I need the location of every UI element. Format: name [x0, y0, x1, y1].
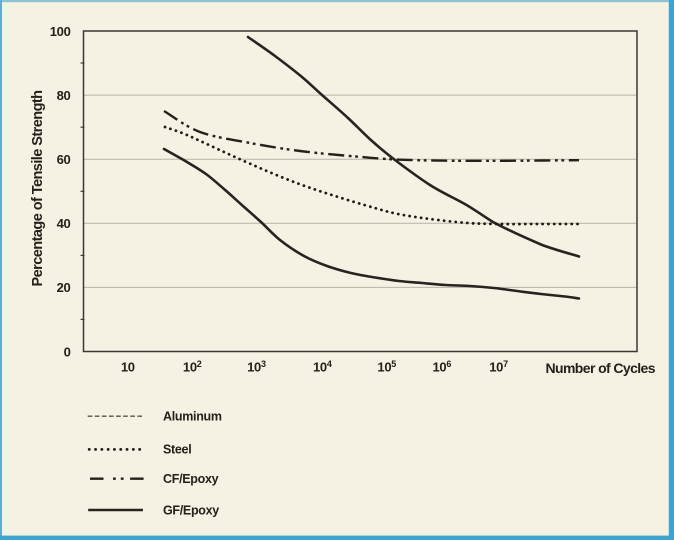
svg-text:0: 0 — [64, 344, 71, 359]
svg-text:Aluminum: Aluminum — [163, 410, 222, 424]
svg-text:20: 20 — [57, 280, 71, 295]
svg-text:CF/Epoxy: CF/Epoxy — [163, 472, 219, 486]
svg-text:GF/Epoxy: GF/Epoxy — [163, 503, 219, 517]
svg-text:Percentage of Tensile Strength: Percentage of Tensile Strength — [30, 91, 46, 287]
svg-text:10: 10 — [121, 359, 135, 374]
svg-text:40: 40 — [57, 216, 71, 231]
svg-text:100: 100 — [50, 24, 71, 39]
svg-text:Steel: Steel — [163, 443, 191, 457]
svg-text:60: 60 — [57, 152, 71, 167]
svg-text:Number of Cycles: Number of Cycles — [546, 360, 656, 376]
svg-text:80: 80 — [57, 88, 71, 103]
